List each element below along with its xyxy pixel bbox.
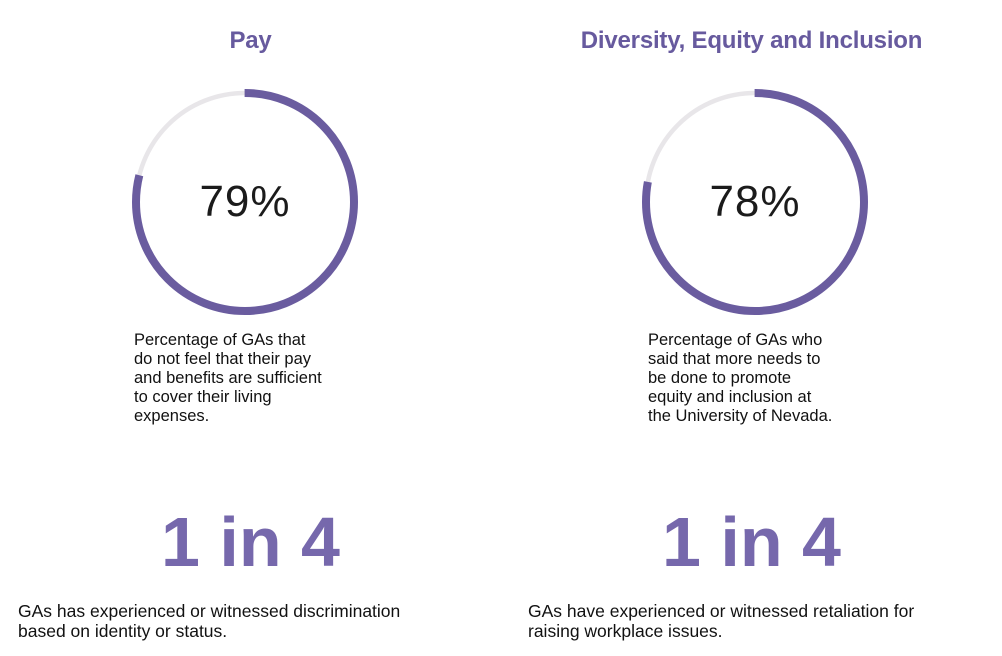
donut-value-arc (132, 89, 358, 315)
stat-caption-retaliation: GAs have experienced or witnessed retali… (528, 601, 915, 641)
donut-value-label: 79% (199, 177, 291, 226)
donut-value-arc (642, 89, 868, 315)
donut-chart-dei: 78% (640, 87, 870, 317)
panel-dei: Diversity, Equity and Inclusion 78% Perc… (501, 0, 1002, 656)
donut-svg (642, 89, 868, 315)
stat-figure-discrimination: 1 in 4 (161, 503, 340, 581)
panel-pay: Pay 79% Percentage of GAs that do not fe… (18, 27, 401, 641)
panel-title-pay: Pay (229, 27, 272, 54)
donut-description-pay: Percentage of GAs that do not feel that … (134, 331, 322, 425)
donut-description-dei: Percentage of GAs who said that more nee… (648, 331, 833, 425)
stat-caption-discrimination: GAs has experienced or witnessed discrim… (18, 601, 401, 641)
stat-figure-retaliation: 1 in 4 (662, 503, 841, 581)
panel-title-dei: Diversity, Equity and Inclusion (580, 27, 923, 54)
donut-svg (132, 89, 358, 315)
donut-chart-pay: 79% (130, 87, 360, 317)
donut-value-label: 78% (709, 177, 801, 226)
